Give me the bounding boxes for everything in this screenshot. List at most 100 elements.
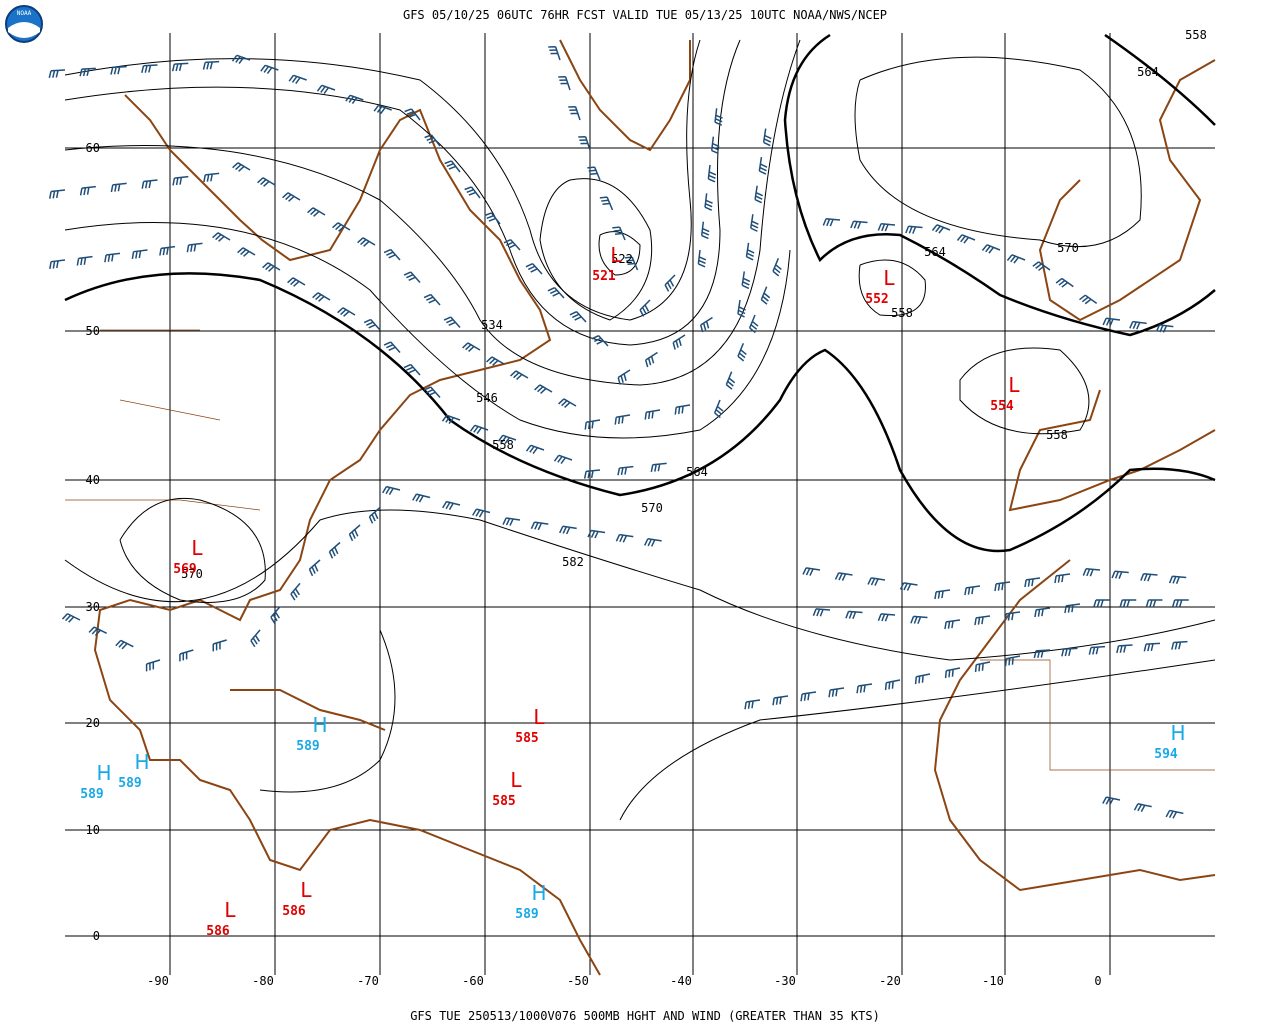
wind-barb <box>568 105 581 121</box>
coastline-americas <box>93 94 601 976</box>
wind-barb <box>486 356 505 367</box>
wind-barb <box>644 351 658 368</box>
wind-barb <box>644 409 661 420</box>
wind-barb <box>464 186 481 199</box>
wind-barb <box>212 232 231 242</box>
center-letter: L <box>533 705 545 729</box>
contour-label: 522 <box>611 252 633 266</box>
center-value: 589 <box>296 739 319 754</box>
wind-barb <box>748 314 759 334</box>
wind-barb <box>115 639 134 650</box>
wind-barb <box>412 493 431 503</box>
wind-barb <box>290 582 301 601</box>
wind-barb <box>363 318 381 331</box>
wind-barb <box>79 185 96 196</box>
wind-barb <box>383 248 401 261</box>
wind-barb <box>877 222 896 232</box>
contour <box>959 347 1090 435</box>
contour-label: 570 <box>181 567 203 581</box>
contour <box>619 659 1216 821</box>
center-value: 554 <box>990 399 1014 414</box>
wind-barb <box>744 699 761 710</box>
wind-barb <box>110 182 127 193</box>
wind-barb <box>131 249 148 260</box>
lon-label: -80 <box>252 974 274 988</box>
wind-barb <box>145 659 161 672</box>
wind-barb <box>1129 320 1147 330</box>
wind-barb <box>672 334 686 350</box>
wind-barb <box>899 582 918 591</box>
wind-barb <box>931 224 951 234</box>
contour <box>64 39 741 346</box>
wind-barb <box>159 245 176 256</box>
contour <box>858 259 926 317</box>
wind-barb <box>584 419 601 430</box>
contour-label: 570 <box>1057 241 1079 255</box>
wind-barb <box>1155 324 1174 333</box>
lat-label: 20 <box>86 716 100 730</box>
center-letter: L <box>610 243 622 267</box>
wind-barb <box>257 177 276 187</box>
wind-barb <box>49 189 66 199</box>
wind-barb <box>699 316 713 333</box>
wind-barb <box>337 307 356 317</box>
wind-barb <box>867 577 886 586</box>
wind-barb <box>76 255 93 266</box>
wind-barb <box>104 252 121 263</box>
center-value: 585 <box>515 731 538 746</box>
wind-barb <box>348 524 361 542</box>
center-letter: L <box>300 878 312 902</box>
wind-barb <box>1116 644 1133 654</box>
wind-barb <box>587 529 606 539</box>
coastline-iberia-africa <box>933 389 1216 892</box>
contour <box>854 56 1142 248</box>
contour-label: 564 <box>686 465 708 479</box>
wind-barb <box>79 67 96 77</box>
wind-barb <box>110 65 127 75</box>
wind-barb <box>530 521 549 531</box>
wind-barb <box>288 74 307 85</box>
lon-label: -50 <box>567 974 589 988</box>
thick-contour <box>64 272 1216 553</box>
wind-barb <box>403 271 421 283</box>
contour <box>119 497 266 603</box>
wind-barb <box>525 444 545 454</box>
wind-barb <box>141 64 158 74</box>
wind-barb <box>547 287 565 299</box>
contour <box>539 178 653 321</box>
wind-barb <box>850 220 868 229</box>
wind-barb <box>1111 570 1129 579</box>
wind-barb <box>974 661 991 673</box>
wind-barb <box>599 196 614 211</box>
wind-barb <box>704 193 713 211</box>
wind-barb <box>553 454 573 464</box>
wind-barb <box>171 62 189 72</box>
wind-barb <box>270 606 281 624</box>
contour <box>259 629 396 793</box>
center-value: 585 <box>492 794 515 809</box>
wind-barb <box>664 274 676 292</box>
wind-barb <box>357 237 376 247</box>
wind-barb <box>1055 277 1074 288</box>
grid <box>65 33 1215 975</box>
wind-barb <box>1034 607 1051 618</box>
wind-barb <box>307 207 326 217</box>
contour-label: 564 <box>924 245 946 259</box>
wind-barb <box>534 384 553 395</box>
wind-barb <box>1145 599 1163 608</box>
lat-label: 50 <box>86 324 100 338</box>
wind-barb <box>382 485 401 495</box>
contour-label: 564 <box>1137 65 1159 79</box>
center-letter: H <box>312 713 327 737</box>
wind-barb <box>812 608 831 617</box>
wind-barb <box>1119 599 1137 608</box>
center-letter: L <box>224 898 236 922</box>
wind-barb <box>558 75 571 91</box>
wind-barb <box>624 256 639 271</box>
lat-label: 60 <box>86 141 100 155</box>
lat-label: 30 <box>86 600 100 614</box>
center-letter: L <box>883 266 895 290</box>
center-value: 569 <box>173 562 196 577</box>
